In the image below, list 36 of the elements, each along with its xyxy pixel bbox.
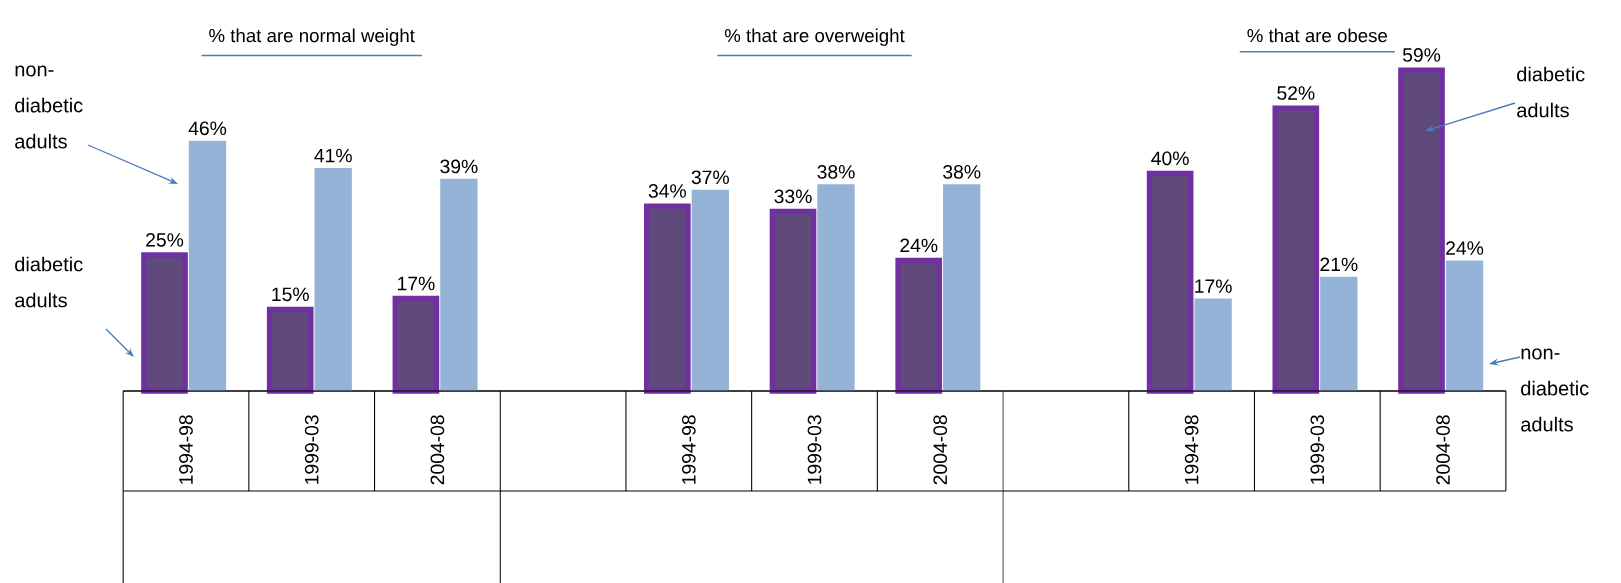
data-label: 24% [900, 238, 938, 253]
x-tick-label: 1994-98 [179, 415, 193, 484]
data-label: 39% [440, 159, 478, 174]
data-label: 38% [817, 164, 855, 179]
data-label: 25% [146, 233, 184, 247]
x-tick-label: 1994-98 [681, 415, 696, 484]
x-tick-label: 1999-03 [1310, 415, 1325, 484]
data-label: 40% [1151, 151, 1189, 166]
data-label: 15% [272, 287, 309, 302]
x-tick-label: 1999-03 [304, 415, 319, 484]
text: % that are overweight [724, 28, 905, 46]
bar [314, 167, 352, 392]
data-label: 24% [1446, 241, 1484, 255]
text: diabetic adults [15, 256, 83, 308]
x-tick-label: 2004-08 [430, 415, 445, 485]
x-tick-label: 2004-08 [1436, 415, 1450, 485]
text: % that are obese [1247, 28, 1388, 43]
data-label: 17% [398, 276, 435, 291]
data-label: 21% [1320, 257, 1358, 272]
data-label: 38% [943, 164, 981, 179]
data-label: 17% [1195, 279, 1232, 293]
bar [440, 178, 478, 392]
text: diabetic adults [1517, 66, 1585, 118]
data-label: 52% [1277, 86, 1315, 100]
data-label: 46% [188, 121, 227, 136]
x-tick-label: 1999-03 [807, 415, 822, 484]
x-tick-label: 1994-98 [1184, 415, 1199, 484]
text: non-diabetic adults [1521, 348, 1589, 432]
data-label: 34% [648, 184, 686, 198]
text: non-diabetic adults [15, 65, 83, 149]
data-label: 33% [774, 189, 812, 204]
x-tick-label: 2004-08 [933, 415, 948, 485]
data-label: 59% [1402, 48, 1441, 62]
text: % that are normal weight [209, 28, 415, 46]
data-label: 41% [314, 148, 352, 163]
data-label: 37% [691, 170, 729, 185]
